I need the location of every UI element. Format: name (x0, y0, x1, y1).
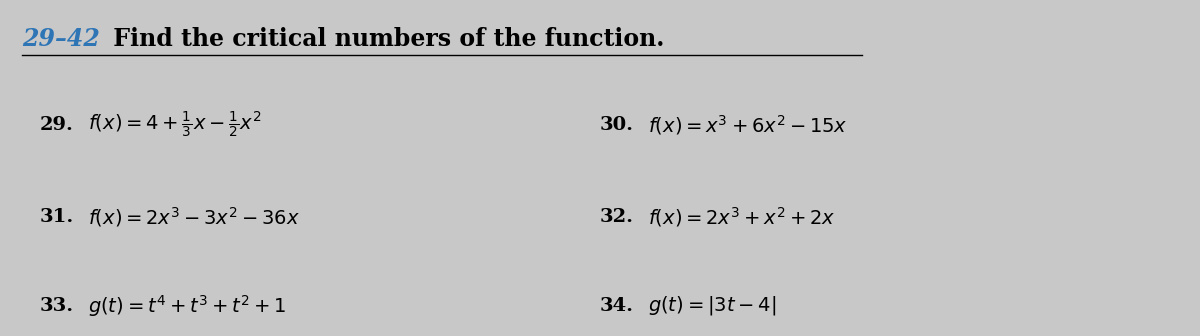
Text: 34.: 34. (600, 297, 634, 314)
Text: $f(x) = 4 + \frac{1}{3}x - \frac{1}{2}x^2$: $f(x) = 4 + \frac{1}{3}x - \frac{1}{2}x^… (88, 110, 260, 140)
Text: 30.: 30. (600, 116, 634, 134)
Text: 31.: 31. (40, 208, 74, 226)
Text: $g(t) = |3t - 4|$: $g(t) = |3t - 4|$ (648, 294, 776, 317)
Text: $f(x) = 2x^3 + x^2 + 2x$: $f(x) = 2x^3 + x^2 + 2x$ (648, 205, 835, 229)
Text: $f(x) = x^3 + 6x^2 - 15x$: $f(x) = x^3 + 6x^2 - 15x$ (648, 114, 847, 137)
Text: Find the critical numbers of the function.: Find the critical numbers of the functio… (106, 27, 665, 51)
Text: 29–42: 29–42 (22, 27, 100, 51)
Text: $f(x) = 2x^3 - 3x^2 - 36x$: $f(x) = 2x^3 - 3x^2 - 36x$ (88, 205, 300, 229)
Text: 32.: 32. (600, 208, 634, 226)
Text: 29.: 29. (40, 116, 73, 134)
Text: 33.: 33. (40, 297, 74, 314)
Text: $g(t) = t^4 + t^3 + t^2 + 1$: $g(t) = t^4 + t^3 + t^2 + 1$ (88, 293, 286, 319)
